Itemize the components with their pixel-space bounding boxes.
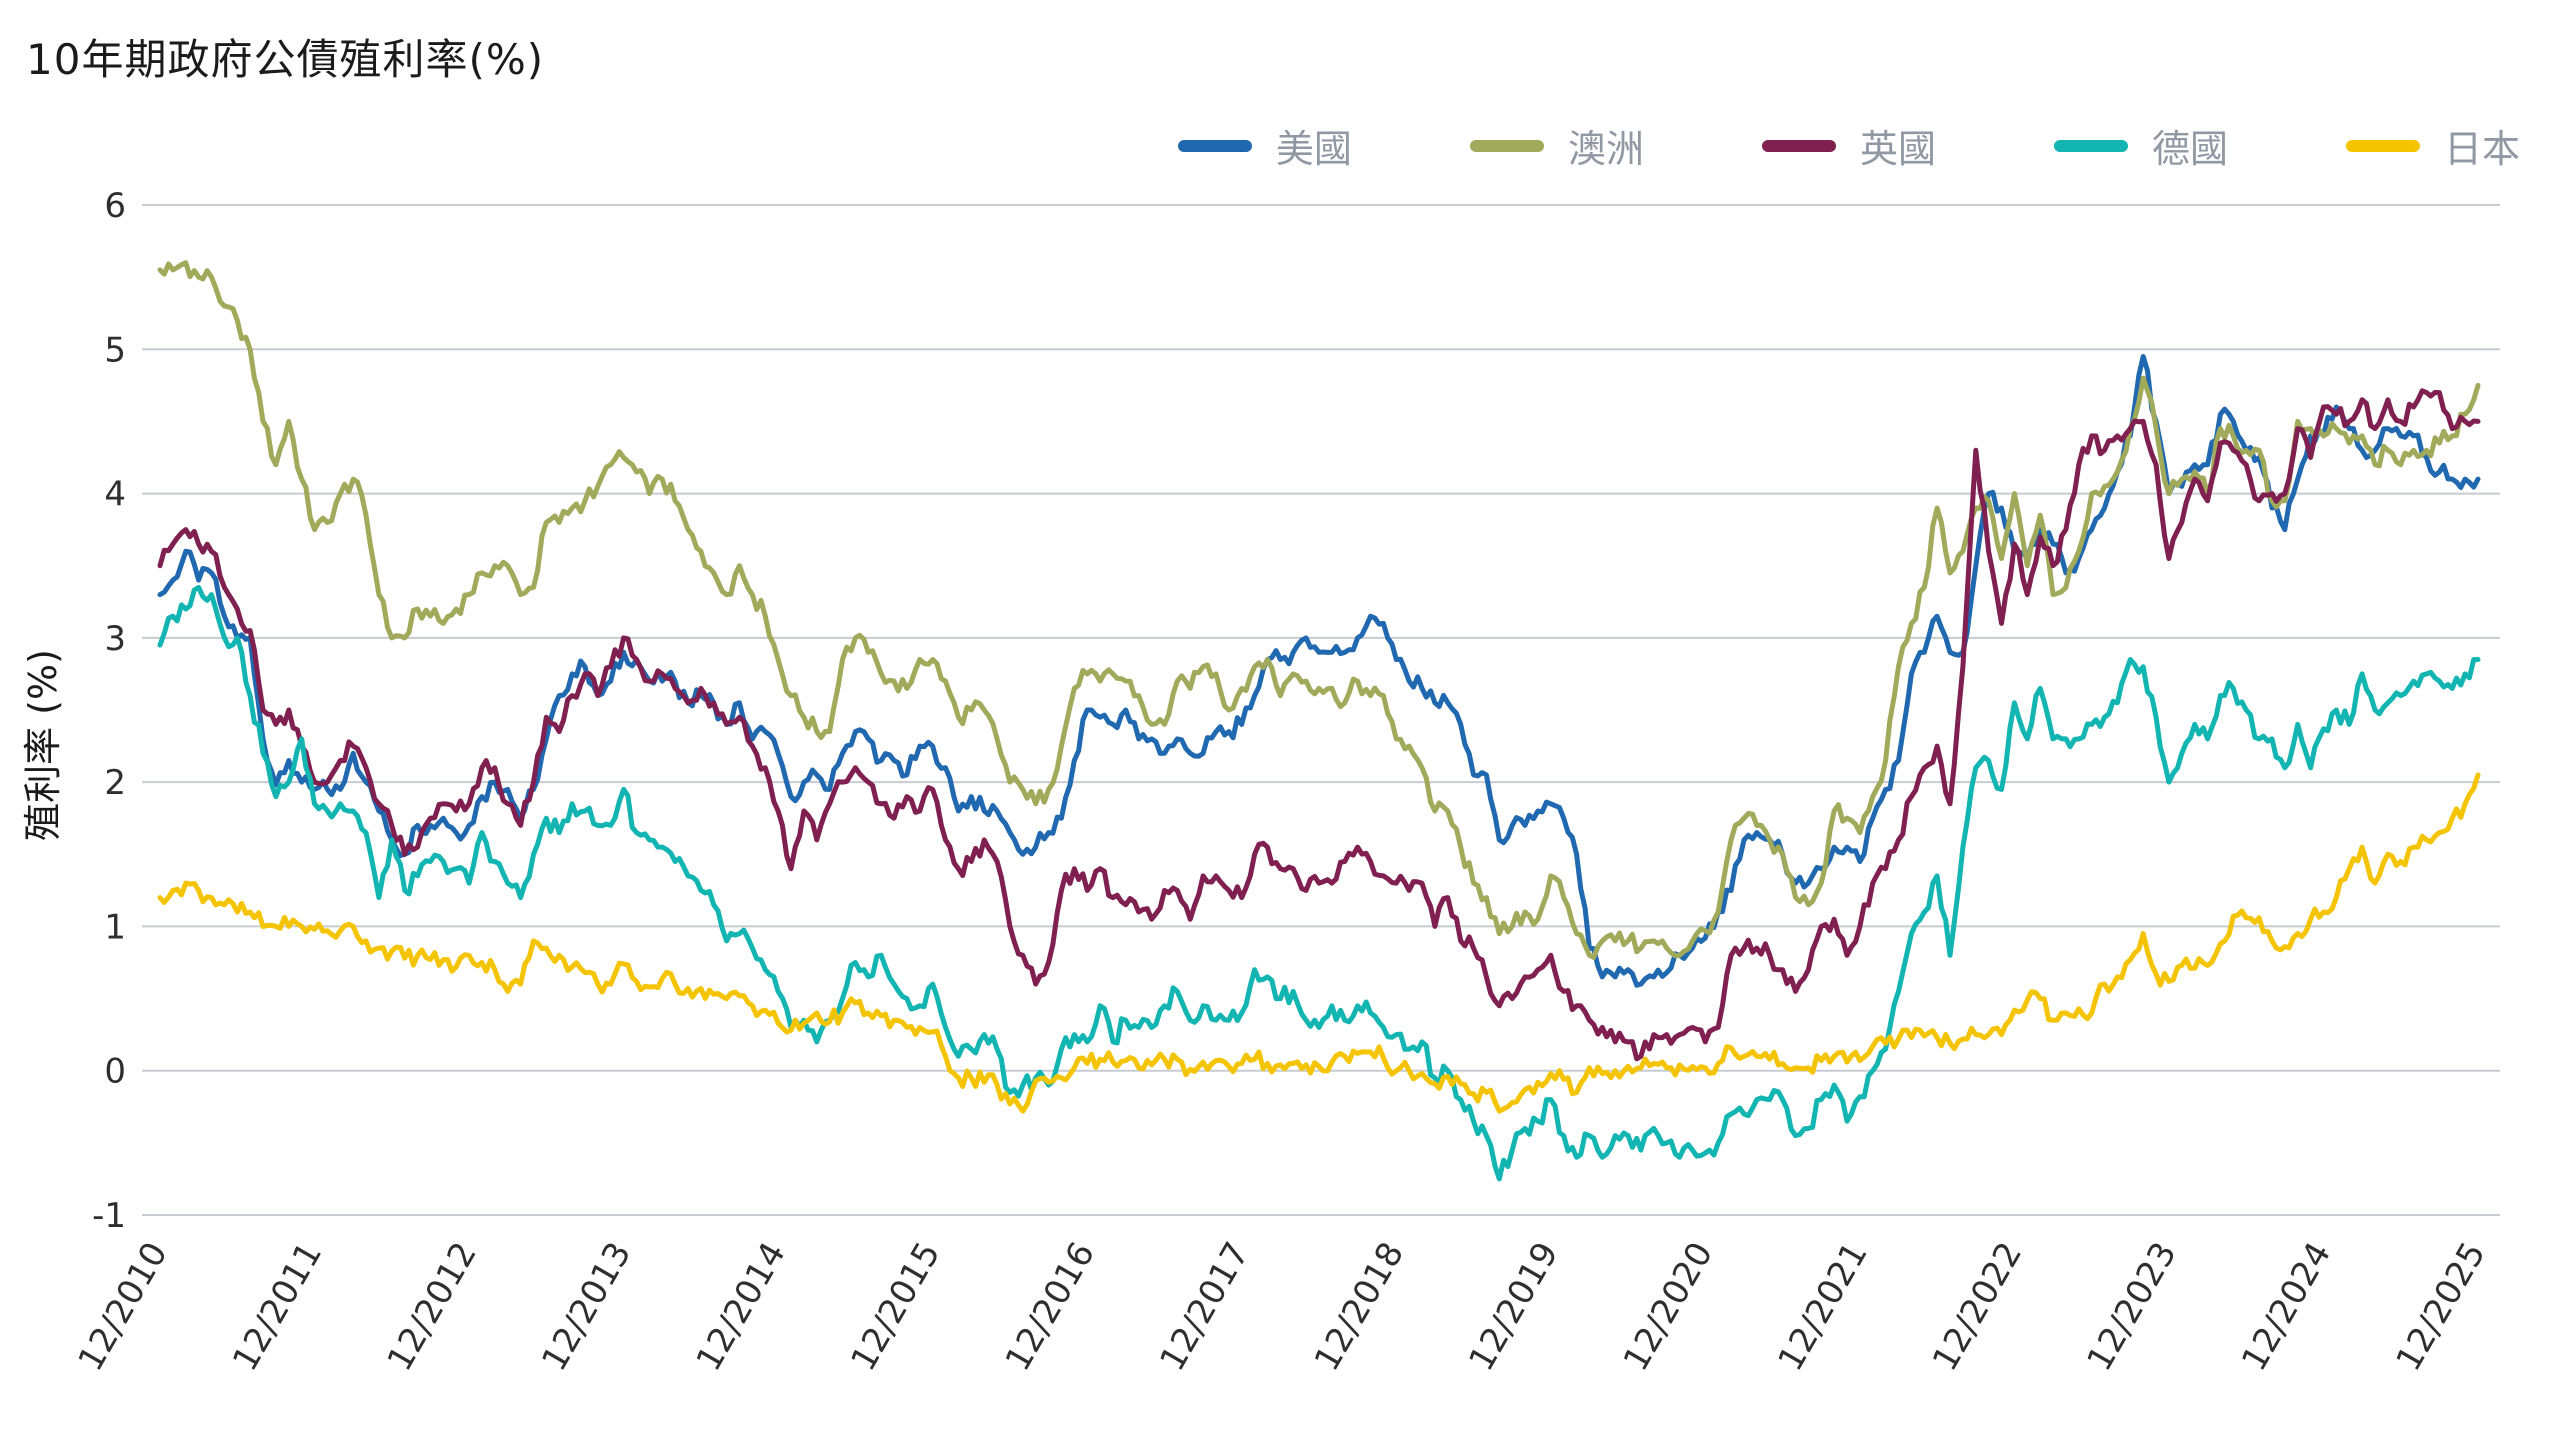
x-tick-label: 12/2024	[2234, 1236, 2339, 1378]
chart-title: 10年期政府公債殖利率(%)	[26, 35, 545, 84]
legend-swatch-uk	[1761, 139, 1836, 152]
series-line-4	[157, 772, 2481, 1114]
legend-item-japan: 日本	[2345, 118, 2520, 173]
y-tick-label: 6	[104, 186, 126, 226]
y-axis-label: 殖利率 (%)	[21, 649, 65, 841]
series-line-1	[157, 260, 2481, 960]
legend-item-germany: 德國	[2053, 118, 2228, 173]
legend-swatch-germany	[2053, 139, 2128, 152]
x-tick-label: 12/2018	[1307, 1236, 1412, 1378]
x-tick-label: 12/2014	[689, 1236, 794, 1378]
legend-label-australia: 澳洲	[1567, 127, 1644, 171]
x-tick-label: 12/2019	[1461, 1236, 1566, 1378]
series-line-3	[157, 584, 2481, 1182]
gridlines	[142, 204, 2500, 1216]
x-tick-label: 12/2025	[2389, 1236, 2494, 1378]
legend: 美國 澳洲 英國 德國 日本	[1177, 118, 2520, 173]
y-tick-label: 5	[104, 330, 126, 370]
legend-swatch-us	[1177, 139, 1252, 152]
legend-item-us: 美國	[1177, 118, 1352, 173]
legend-label-uk: 英國	[1859, 127, 1936, 171]
legend-item-uk: 英國	[1761, 118, 1936, 173]
y-tick-label: 1	[104, 907, 126, 947]
x-tick-label: 12/2020	[1616, 1236, 1721, 1378]
x-tick-label: 12/2013	[534, 1236, 639, 1378]
x-tick-label: 12/2010	[71, 1236, 176, 1378]
series-line-0	[157, 354, 2481, 988]
y-tick-label: 3	[104, 619, 126, 659]
y-tick-label: -1	[92, 1196, 126, 1236]
x-tick-label: 12/2023	[2079, 1236, 2184, 1378]
x-tick-label: 12/2015	[843, 1236, 948, 1378]
x-tick-label: 12/2012	[380, 1236, 485, 1378]
y-tick-label: 4	[104, 475, 126, 515]
y-tick-label: 2	[104, 763, 126, 803]
x-tick-label: 12/2022	[1925, 1235, 2030, 1377]
legend-swatch-australia	[1469, 139, 1544, 152]
y-tick-label: 0	[104, 1052, 126, 1092]
legend-label-japan: 日本	[2443, 127, 2520, 171]
x-tick-label: 12/2021	[1770, 1236, 1875, 1378]
legend-item-australia: 澳洲	[1469, 118, 1644, 173]
y-tick-labels: 6 5 4 3 2 1 0 -1	[92, 186, 126, 1236]
x-tick-label: 12/2016	[998, 1236, 1103, 1378]
legend-label-us: 美國	[1275, 127, 1352, 171]
series-lines	[157, 260, 2481, 1182]
series-line-2	[157, 388, 2481, 1062]
x-tick-labels: 12/2010 12/2011 12/2012 12/2013 12/2014 12/20…	[71, 1235, 2494, 1377]
legend-label-germany: 德國	[2151, 127, 2228, 171]
legend-swatch-japan	[2345, 139, 2420, 152]
x-tick-label: 12/2011	[225, 1236, 330, 1378]
x-tick-label: 12/2017	[1152, 1236, 1257, 1378]
